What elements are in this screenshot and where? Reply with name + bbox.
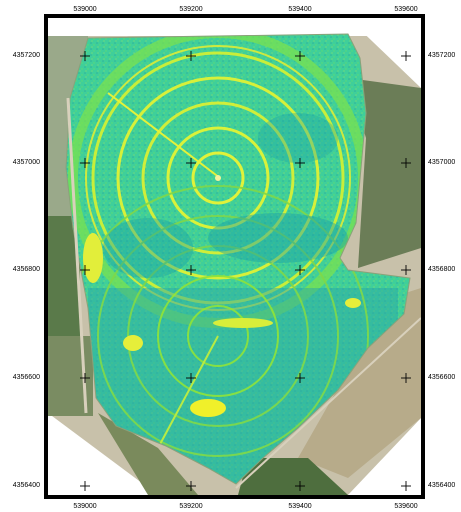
y-tick-right-5: 4356400 [428, 482, 456, 489]
map-canvas[interactable] [48, 18, 421, 495]
dense-vegetation-zone [103, 218, 193, 278]
y-tick-right-3: 4356800 [428, 266, 456, 273]
bottom-left-white-corner [48, 413, 158, 495]
road [66, 97, 88, 414]
top-left-white-corner [48, 18, 421, 36]
y-tick-right-2: 4357000 [428, 159, 456, 166]
grid-marker-plus [295, 51, 305, 61]
x-tick-top-3: 539400 [288, 6, 312, 13]
grid-marker-plus [295, 481, 305, 491]
y-tick-left-1: 4357200 [12, 52, 40, 59]
grid-marker-plus [295, 373, 305, 383]
low-vigour-patch [123, 335, 143, 351]
grid-marker-plus [401, 158, 411, 168]
grid-marker-plus [401, 373, 411, 383]
grid-marker-plus [80, 158, 90, 168]
x-tick-top-2: 539200 [179, 6, 203, 13]
x-tick-top-4: 539600 [394, 6, 418, 13]
x-tick-bottom-3: 539400 [288, 503, 312, 510]
grid-marker-plus [80, 265, 90, 275]
pivot-ring [141, 101, 295, 255]
y-tick-left-5: 4356400 [12, 482, 40, 489]
field-parcel [98, 413, 198, 495]
pivot-ring [166, 126, 270, 230]
field-boundary [65, 33, 411, 485]
pivot-ring [116, 76, 320, 280]
grid-marker-plus [186, 51, 196, 61]
field-parcel [298, 288, 421, 478]
x-tick-bottom-4: 539600 [394, 503, 418, 510]
grid-marker-plus [295, 265, 305, 275]
pivot-ring [85, 45, 351, 311]
grid-marker-plus [401, 265, 411, 275]
y-tick-right-1: 4357200 [428, 52, 456, 59]
low-vigour-patch [83, 233, 103, 283]
pivot-ring [91, 51, 345, 305]
y-tick-left-3: 4356800 [12, 266, 40, 273]
grid-marker-plus [186, 265, 196, 275]
pivot-ring [127, 245, 309, 427]
pivot-ring [187, 305, 249, 367]
bottom-right-white-corner [348, 418, 421, 495]
x-tick-top-1: 539000 [73, 6, 97, 13]
top-right-white-corner [348, 18, 421, 88]
dense-vegetation-zone [208, 213, 348, 263]
field-parcel [348, 78, 421, 268]
low-vigour-patch [345, 298, 361, 308]
map-frame [44, 14, 425, 499]
pivot-ring [157, 275, 279, 397]
coordinate-grid [80, 51, 411, 491]
grid-marker-plus [295, 158, 305, 168]
dense-vegetation-zone [258, 113, 338, 163]
y-tick-left-2: 4357000 [12, 159, 40, 166]
y-tick-left-4: 4356600 [12, 374, 40, 381]
field-parcel [238, 458, 348, 495]
low-vigour-patch [213, 318, 273, 328]
grid-marker-plus [186, 158, 196, 168]
grid-marker-plus [80, 481, 90, 491]
grid-marker-plus [401, 51, 411, 61]
low-vigour-patch [190, 399, 226, 417]
y-tick-right-4: 4356600 [428, 374, 456, 381]
pivot-center [215, 175, 221, 181]
pivot-ring [97, 215, 339, 457]
x-tick-bottom-2: 539200 [179, 503, 203, 510]
pivot-arm [107, 92, 221, 179]
pivot-arm [157, 335, 219, 449]
grid-marker-plus [401, 481, 411, 491]
grid-marker-plus [80, 373, 90, 383]
grid-marker-plus [80, 51, 90, 61]
road [235, 317, 421, 489]
grid-marker-plus [186, 373, 196, 383]
x-tick-bottom-1: 539000 [73, 503, 97, 510]
grid-marker-plus [186, 481, 196, 491]
pivot-ring [191, 151, 245, 205]
